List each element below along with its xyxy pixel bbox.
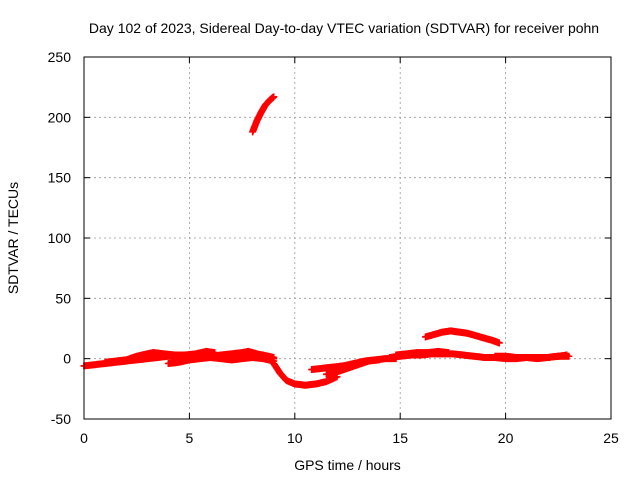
data-point: [270, 93, 278, 101]
series-arc-k: [421, 327, 503, 347]
x-tick-label: 20: [498, 430, 514, 446]
y-tick-label: -50: [51, 411, 71, 427]
series-arc-h: [322, 356, 383, 378]
series-arc-e: [249, 93, 278, 136]
chart-title: Day 102 of 2023, Sidereal Day-to-day VTE…: [89, 20, 599, 36]
series-arc-b: [101, 347, 219, 366]
x-tick-label: 25: [603, 430, 619, 446]
x-tick-label: 5: [186, 430, 194, 446]
x-tick-label: 0: [80, 430, 88, 446]
series-arc-l: [491, 351, 571, 363]
series-arc-f: [270, 359, 341, 389]
y-tick-label: 0: [63, 351, 71, 367]
axis-ticks: [83, 56, 612, 420]
data-points: [80, 93, 573, 389]
series-arc-d: [206, 347, 278, 363]
data-point: [445, 349, 453, 357]
series-arc-j: [392, 347, 453, 359]
x-tick-label: 10: [287, 430, 303, 446]
y-tick-label: 100: [48, 230, 72, 246]
y-tick-label: 50: [55, 290, 71, 306]
data-point: [375, 356, 383, 364]
data-point: [563, 351, 571, 359]
data-point: [495, 339, 503, 347]
y-axis-label: SDTVAR / TECUs: [5, 182, 21, 294]
y-tick-label: 250: [48, 49, 72, 65]
x-tick-label: 15: [392, 430, 408, 446]
y-tick-label: 200: [48, 109, 72, 125]
x-axis-label: GPS time / hours: [294, 457, 401, 473]
tick-labels: 0 5 10 15 20 25 -50 0 50 100 150 200 250: [48, 49, 619, 446]
y-tick-label: 150: [48, 170, 72, 186]
